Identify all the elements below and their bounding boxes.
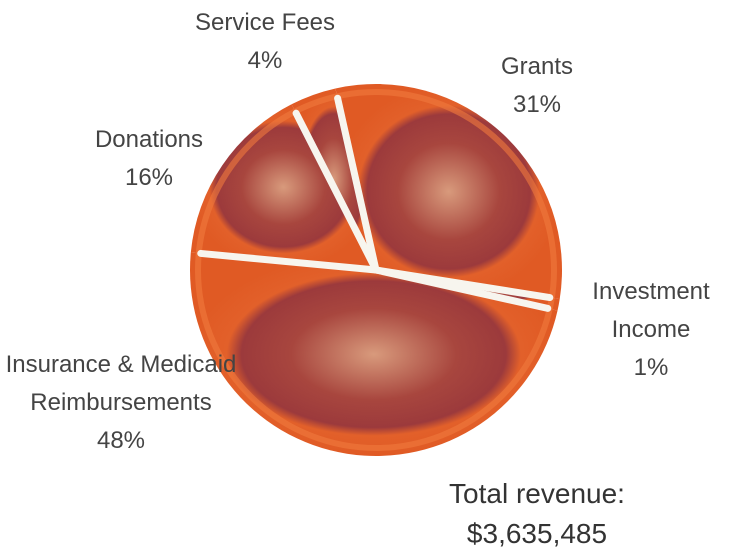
- annotation: $3,635,485: [466, 518, 608, 549]
- slice-label: Grants 31%: [462, 48, 612, 124]
- value-label: 16%: [124, 164, 174, 191]
- slice-label: Insurance & Medicaid Reimbursements 48%: [5, 346, 237, 460]
- pie-slice: [190, 104, 376, 270]
- pie-slice: [335, 84, 562, 300]
- category-label: Donations: [94, 126, 204, 153]
- slice-label: Investment Income 1%: [576, 273, 726, 387]
- value-label: 1%: [633, 354, 669, 381]
- category-label: Investment Income: [592, 278, 710, 343]
- annotation: Total revenue:: [449, 478, 625, 509]
- total-revenue: Total revenue: $3,635,485: [407, 474, 667, 554]
- slice-divider: [372, 266, 552, 312]
- category-label: Service Fees: [194, 9, 336, 36]
- value-label: 4%: [247, 47, 283, 74]
- slice-divider: [334, 94, 380, 274]
- slice-divider: [197, 249, 380, 274]
- rim: [195, 89, 557, 451]
- category-label: Grants: [500, 53, 574, 80]
- value-label: 31%: [512, 91, 562, 118]
- slice-label: Service Fees 4%: [165, 4, 365, 80]
- value-label: 48%: [96, 427, 146, 454]
- category-label: Insurance & Medicaid Reimbursements: [5, 351, 237, 416]
- slice-divider: [292, 109, 380, 274]
- slice-label: Donations 16%: [49, 121, 249, 197]
- pie-slice: [190, 252, 558, 456]
